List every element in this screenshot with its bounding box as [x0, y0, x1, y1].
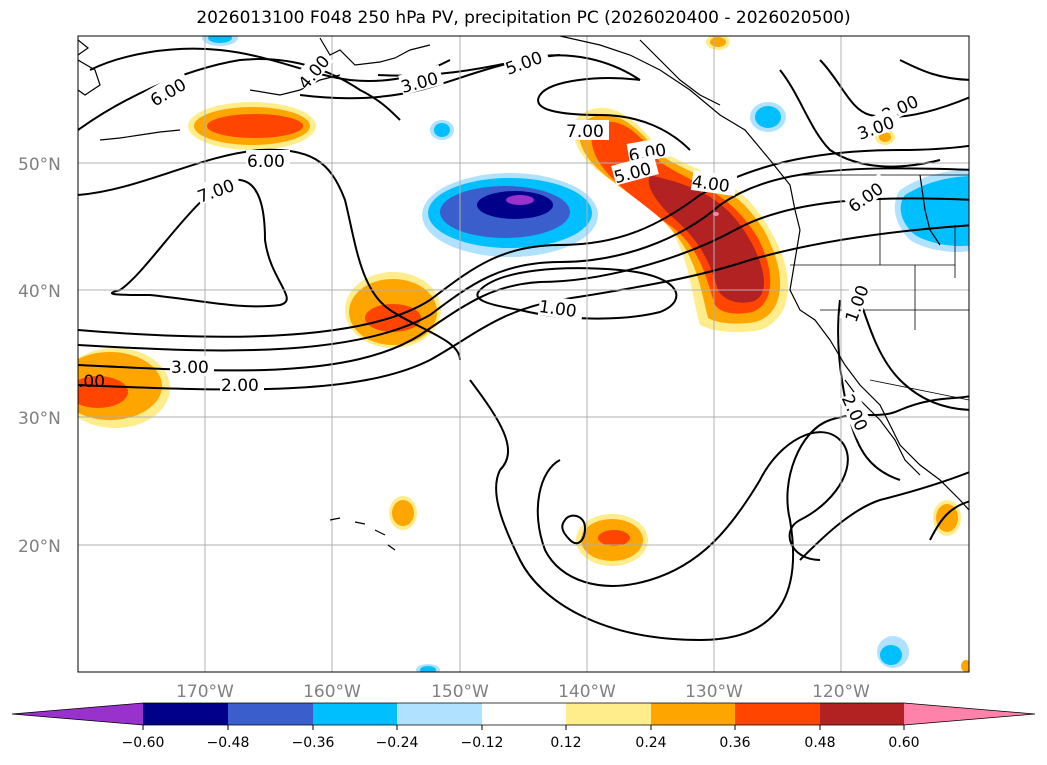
colorbar-segment: [397, 703, 482, 725]
contour-labels: 6.00 4.00 3.00 5.00 2.00 3.00 6.00 7.00 …: [78, 43, 927, 440]
colorbar-segment: [566, 703, 651, 725]
longitude-labels: 170°W 160°W 150°W 140°W 130°W 120°W: [176, 682, 870, 702]
lon-label: 160°W: [303, 682, 361, 702]
latitude-labels: 50°N 40°N 30°N 20°N: [18, 155, 61, 557]
colorbar-extend-left: [12, 703, 143, 725]
colorbar-tick-label: 0.60: [888, 735, 919, 751]
contour-label: .00: [78, 372, 105, 392]
map-frame: [77, 35, 970, 673]
lat-label: 50°N: [18, 155, 61, 175]
colorbar-tick-label: 0.36: [719, 735, 750, 751]
colorbar-tick-label: −0.48: [207, 735, 250, 751]
contour-label: 7.00: [566, 122, 604, 142]
lat-label: 40°N: [18, 282, 61, 302]
lon-label: 140°W: [558, 682, 616, 702]
lat-label: 30°N: [18, 409, 61, 429]
lon-label: 120°W: [812, 682, 870, 702]
lat-label: 20°N: [18, 537, 61, 557]
contour-label: 6.00: [247, 152, 285, 172]
colorbar-tick-label: −0.36: [292, 735, 335, 751]
colorbar-segment: [313, 703, 397, 725]
contour-label: 2.00: [221, 376, 259, 396]
colorbar-segment: [651, 703, 735, 725]
colorbar-extend-right: [904, 703, 1035, 725]
map-title: 2026013100 F048 250 hPa PV, precipitatio…: [196, 8, 851, 28]
colorbar-tick-label: 0.12: [550, 735, 581, 751]
lon-label: 170°W: [176, 682, 234, 702]
lon-label: 150°W: [431, 682, 489, 702]
coastlines: [78, 36, 969, 551]
colorbar-segment: [228, 703, 313, 725]
colorbar-segment: [143, 703, 228, 725]
colorbar-tick-label: −0.60: [122, 735, 165, 751]
colorbar-segment: [735, 703, 820, 725]
colorbar-tick-label: 0.24: [635, 735, 666, 751]
graticule: [78, 36, 969, 672]
colorbar-segment: [482, 703, 566, 725]
colorbar-tick-label: 0.48: [804, 735, 835, 751]
colorbar-tick-label: −0.12: [461, 735, 504, 751]
colorbar: −0.60 −0.48 −0.36 −0.24 −0.12 0.12 0.24 …: [11, 702, 1036, 751]
colorbar-segment: [820, 703, 904, 725]
lon-label: 130°W: [685, 682, 743, 702]
colorbar-tick-label: −0.24: [376, 735, 419, 751]
contour-label: 3.00: [171, 358, 209, 378]
